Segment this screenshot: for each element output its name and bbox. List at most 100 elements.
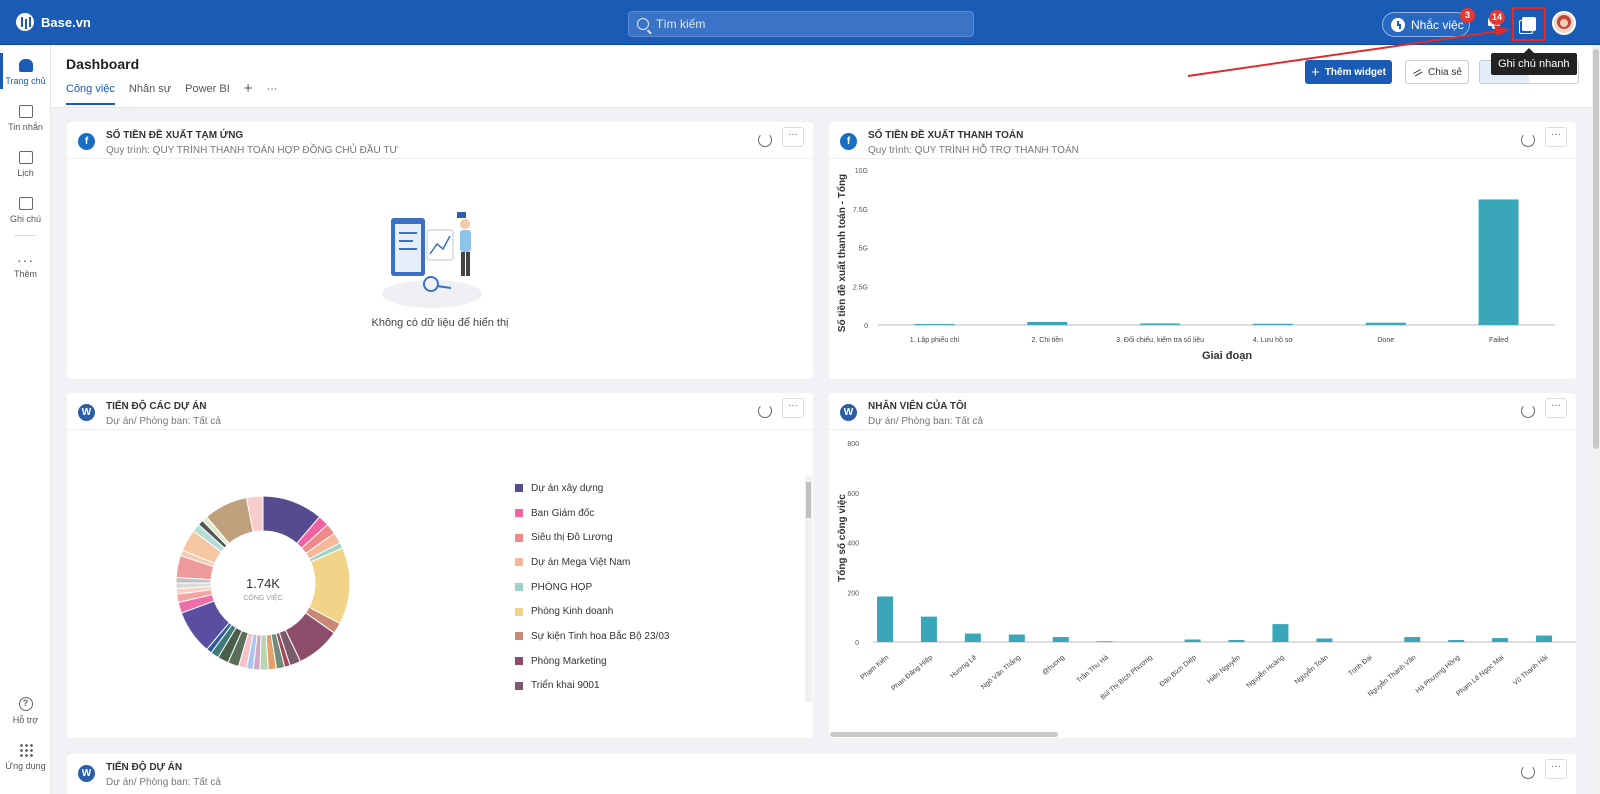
legend-swatch xyxy=(515,484,523,493)
legend-swatch xyxy=(515,558,523,567)
more-dots-icon: ··· xyxy=(17,252,34,268)
base-logo-icon xyxy=(16,13,34,31)
refresh-icon[interactable] xyxy=(1521,404,1535,418)
refresh-icon[interactable] xyxy=(1521,133,1535,147)
more-button[interactable]: ··· xyxy=(782,398,804,418)
card-header: f Số tiền đề xuất thanh toán Quy trình: … xyxy=(829,122,1576,159)
legend-item[interactable]: Dự án Mega Việt Nam xyxy=(515,550,669,575)
y-tick-label: 800 xyxy=(847,441,859,448)
y-tick-label: 7.5G xyxy=(853,207,868,214)
search-input[interactable] xyxy=(656,17,956,31)
card-header: W Tiến độ dự án Dự án/ Phòng ban: Tất cả… xyxy=(67,754,1576,791)
legend-swatch xyxy=(515,533,523,542)
user-avatar[interactable] xyxy=(1552,11,1576,35)
more-button[interactable]: ··· xyxy=(782,127,804,147)
brand-name: Base.vn xyxy=(41,14,91,30)
sidebar-item-notes[interactable]: Ghi chú xyxy=(0,197,51,224)
x-tick-label: Hà Phương Hồng xyxy=(1413,653,1461,695)
donut-slice xyxy=(181,530,222,565)
donut-slice xyxy=(262,495,321,545)
legend-item[interactable]: Dự án xây dựng xyxy=(515,476,669,501)
card-project-progress-2: W Tiến độ dự án Dự án/ Phòng ban: Tất cả… xyxy=(67,754,1576,794)
legend-item[interactable]: PHÒNG HỌP xyxy=(515,575,669,600)
sidebar-item-label: Lịch xyxy=(17,168,34,178)
sidebar-item-label: Tin nhắn xyxy=(8,122,43,132)
bar xyxy=(1536,635,1553,642)
card-title: Số tiền đề xuất tạm ứng xyxy=(106,130,244,141)
tab-cong-viec[interactable]: Công việc xyxy=(66,83,115,105)
refresh-icon[interactable] xyxy=(758,404,772,418)
legend-item[interactable]: Siêu thị Đô Lương xyxy=(515,525,669,550)
x-axis-title: Giai đoạn xyxy=(1202,350,1252,362)
more-button[interactable]: ··· xyxy=(1545,127,1567,147)
sidebar-item-more[interactable]: ··· Thêm xyxy=(0,252,51,279)
project-app-icon: W xyxy=(78,404,95,421)
legend-scrollbar[interactable] xyxy=(805,476,812,702)
payment-bar-chart: 0 2.5G 5G 7.5G 10G 1. Lập phiếu chi 2. Chi tiề… xyxy=(836,168,1555,362)
search-box[interactable] xyxy=(628,11,974,37)
donut-slice xyxy=(217,626,243,664)
x-tick-label: Đào Bích Diệp xyxy=(1159,654,1198,688)
legend-item[interactable]: Phòng Kinh doanh xyxy=(515,599,669,624)
chart-horizontal-scrollbar[interactable] xyxy=(830,732,1058,737)
empty-state-text: Không có dữ liệu để hiển thị xyxy=(371,317,509,329)
project-app-icon: W xyxy=(78,765,95,782)
donut-slice xyxy=(284,612,335,663)
legend-swatch xyxy=(515,583,523,592)
donut-legend: Dự án xây dựng Ban Giám đốc Siêu thị Đô Lư… xyxy=(515,476,669,698)
sidebar-item-home[interactable]: Trang chủ xyxy=(0,53,51,89)
legend-label: Phòng Kinh doanh xyxy=(531,606,614,618)
alarm-clock-icon xyxy=(1391,17,1405,32)
y-axis-title: Tổng số công việc xyxy=(836,494,848,582)
x-tick-label: Ngô Văn Thắng xyxy=(979,653,1022,691)
tab-more-button[interactable]: ··· xyxy=(266,83,278,95)
donut-slice xyxy=(296,516,329,549)
bar xyxy=(1448,640,1465,642)
legend-item[interactable]: Sự kiện Tinh hoa Bắc Bộ 23/03 xyxy=(515,624,669,649)
tab-nhan-su[interactable]: Nhân sự xyxy=(128,83,172,95)
more-button[interactable]: ··· xyxy=(1545,759,1567,779)
legend-item[interactable]: Ban Giám đốc xyxy=(515,501,669,526)
add-widget-button[interactable]: + Thêm widget xyxy=(1305,60,1392,84)
y-tick-label: 2.5G xyxy=(853,284,868,291)
sidebar-item-messages[interactable]: Tin nhắn xyxy=(0,105,51,132)
donut-slice xyxy=(278,629,302,667)
legend-swatch xyxy=(515,632,523,641)
project-app-icon: W xyxy=(840,404,857,421)
bar xyxy=(1492,638,1509,642)
more-button[interactable]: ··· xyxy=(1545,398,1567,418)
remind-button[interactable]: Nhắc việc xyxy=(1382,12,1470,37)
bar xyxy=(1027,321,1068,325)
staff-bar-chart: 0 200 400 600 800 Phạm Kiên Phan Đăng Hiệp Hươn… xyxy=(836,441,1576,701)
tab-power-bi[interactable]: Power BI xyxy=(185,83,230,95)
x-tick-label: 3. Đối chiếu, kiểm tra số liệu xyxy=(1116,335,1204,344)
y-axis-title: Số tiền đề xuất thanh toán - Tổng xyxy=(836,174,848,332)
x-tick-label: Done xyxy=(1377,337,1394,344)
bar xyxy=(1316,638,1333,642)
brand-logo[interactable]: Base.vn xyxy=(16,13,91,31)
legend-item[interactable]: Triển khai 9001 xyxy=(515,674,669,699)
legend-label: Ban Giám đốc xyxy=(531,507,595,519)
card-title: Nhân viên của tôi xyxy=(868,401,967,412)
sidebar: Trang chủ Tin nhắn Lịch Ghi chú ··· Thêm… xyxy=(0,45,51,794)
share-button[interactable]: Chia sẻ xyxy=(1405,60,1469,84)
quick-note-button[interactable] xyxy=(1512,7,1546,41)
legend-item[interactable]: Phòng Marketing xyxy=(515,649,669,674)
bar xyxy=(1272,624,1289,642)
donut-slice xyxy=(300,523,336,554)
top-bar: Base.vn Nhắc việc 3 14 xyxy=(0,0,1600,45)
bar xyxy=(877,596,893,642)
refresh-icon[interactable] xyxy=(1521,765,1535,779)
card-subtitle: Quy trình: QUY TRÌNH THANH TOÁN HỢP ĐỒNG… xyxy=(106,145,398,156)
refresh-icon[interactable] xyxy=(758,133,772,147)
card-header: W Tiến độ các dự án Dự án/ Phòng ban: Tấ… xyxy=(67,393,813,430)
bar xyxy=(1096,641,1113,642)
page-scrollbar[interactable] xyxy=(1592,45,1600,794)
x-tick-label: Nguyễn Hoàng xyxy=(1244,653,1286,690)
add-tab-button[interactable]: + xyxy=(243,80,253,97)
y-tick-label: 0 xyxy=(864,323,868,330)
sidebar-item-help[interactable]: ? Hỗ trợ xyxy=(0,697,51,725)
sidebar-item-calendar[interactable]: Lịch xyxy=(0,151,51,178)
card-header: W Nhân viên của tôi Dự án/ Phòng ban: Tấ… xyxy=(829,393,1576,430)
sidebar-item-apps[interactable]: Ứng dụng xyxy=(0,743,51,771)
